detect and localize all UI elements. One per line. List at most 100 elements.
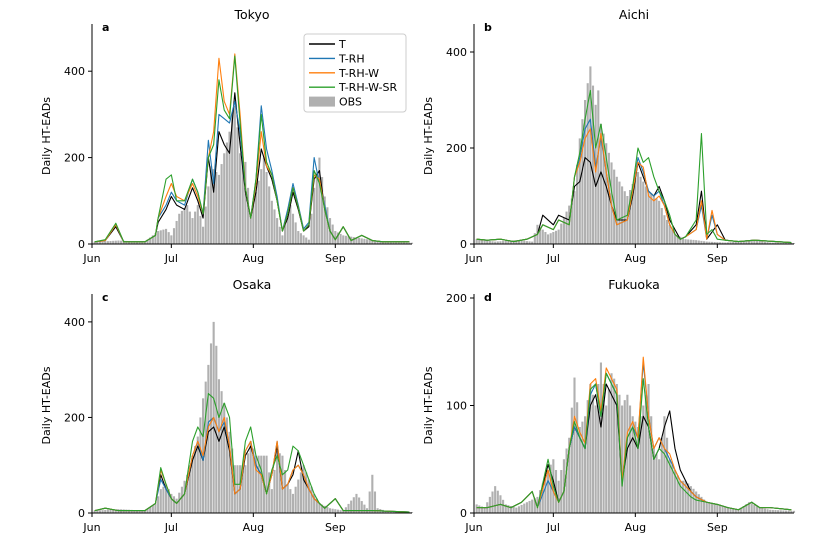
panel-title: Fukuoka — [608, 277, 660, 292]
obs-bar — [318, 503, 321, 513]
obs-bar — [178, 213, 181, 244]
obs-bar — [494, 241, 497, 244]
obs-bar — [660, 208, 663, 244]
obs-bar — [202, 226, 205, 244]
obs-bar — [207, 364, 210, 513]
obs-bar — [299, 233, 302, 244]
obs-bar — [315, 498, 318, 513]
obs-bar — [705, 241, 708, 244]
obs-bar — [286, 215, 289, 244]
obs-bar — [644, 394, 647, 513]
y-tick-label: 0 — [460, 238, 467, 251]
obs-bar — [291, 493, 295, 513]
y-axis-label: Daily HT-EADs — [40, 366, 53, 444]
obs-bar — [663, 416, 666, 513]
obs-bar — [761, 508, 764, 513]
obs-bar — [336, 232, 340, 244]
obs-bar — [578, 138, 581, 244]
obs-bar — [639, 176, 642, 244]
obs-bar — [790, 510, 793, 513]
obs-bar — [98, 241, 101, 244]
obs-bar — [697, 494, 700, 513]
obs-bar — [339, 233, 342, 244]
obs-bar — [302, 465, 305, 513]
obs-bar — [549, 233, 552, 244]
obs-bar — [581, 421, 584, 514]
obs-bar — [392, 242, 395, 244]
obs-bar — [774, 510, 777, 513]
obs-bar — [273, 470, 276, 513]
x-tick-label: Jul — [546, 252, 560, 265]
obs-bar — [570, 407, 573, 513]
obs-bar — [758, 240, 761, 244]
obs-bar — [639, 416, 642, 513]
obs-bar — [313, 493, 316, 513]
y-tick-label: 0 — [78, 507, 85, 520]
obs-bar — [621, 405, 624, 513]
obs-bar — [249, 441, 252, 513]
obs-bar — [636, 172, 640, 244]
obs-bar — [284, 225, 287, 244]
obs-bar — [740, 241, 743, 244]
obs-bar — [531, 499, 534, 513]
obs-bar — [504, 504, 507, 513]
obs-bar — [194, 211, 197, 244]
legend-label: T-RH — [338, 52, 365, 65]
obs-bar — [363, 504, 366, 513]
obs-bar — [787, 242, 790, 244]
obs-bar — [666, 437, 669, 513]
obs-bar — [231, 448, 234, 513]
obs-bar — [260, 455, 263, 513]
obs-bar — [650, 416, 653, 513]
obs-bar — [761, 241, 764, 244]
obs-bar — [130, 509, 133, 513]
x-tick-label: Aug — [243, 252, 264, 265]
y-axis-label: Daily HT-EADs — [422, 97, 435, 175]
panel-title: Aichi — [619, 7, 649, 22]
obs-bar — [695, 240, 698, 244]
obs-bar — [673, 234, 677, 244]
obs-bar — [106, 241, 109, 244]
obs-bar — [373, 240, 377, 244]
obs-bar — [573, 377, 576, 513]
obs-bar — [96, 241, 99, 244]
obs-bar — [599, 124, 602, 244]
obs-bar — [109, 509, 112, 513]
obs-bar — [133, 241, 136, 244]
obs-bar — [782, 242, 785, 244]
obs-bar — [777, 242, 780, 244]
panel-letter: b — [484, 21, 492, 34]
obs-bar — [342, 235, 345, 244]
obs-bar — [769, 242, 772, 244]
obs-bar — [652, 196, 655, 244]
y-axis-label: Daily HT-EADs — [40, 97, 53, 175]
panel-letter: a — [102, 21, 109, 34]
obs-bar — [112, 509, 115, 513]
y-tick-label: 200 — [446, 142, 467, 155]
obs-bar — [233, 105, 236, 244]
obs-bar — [549, 464, 552, 514]
obs-bar — [199, 215, 202, 244]
legend-label: OBS — [339, 96, 362, 109]
obs-bar — [792, 510, 796, 513]
obs-bar — [634, 421, 637, 514]
obs-bar — [494, 486, 497, 514]
obs-bar — [597, 90, 600, 245]
series-line-t-rh-w-sr — [94, 55, 410, 243]
obs-bar — [724, 242, 727, 244]
panel-letter: d — [484, 291, 492, 304]
obs-bar — [305, 472, 308, 513]
obs-bar — [568, 437, 571, 513]
obs-bar — [647, 191, 650, 244]
obs-bar — [726, 242, 729, 244]
obs-bar — [710, 503, 714, 513]
obs-bar — [114, 240, 117, 244]
obs-bar — [703, 241, 706, 244]
obs-bar — [321, 177, 324, 244]
x-tick-label: Jul — [164, 521, 178, 534]
obs-bar — [589, 384, 592, 513]
obs-bar — [560, 470, 563, 513]
obs-bar — [769, 509, 772, 513]
obs-bar — [252, 202, 255, 244]
obs-bar — [652, 448, 655, 513]
